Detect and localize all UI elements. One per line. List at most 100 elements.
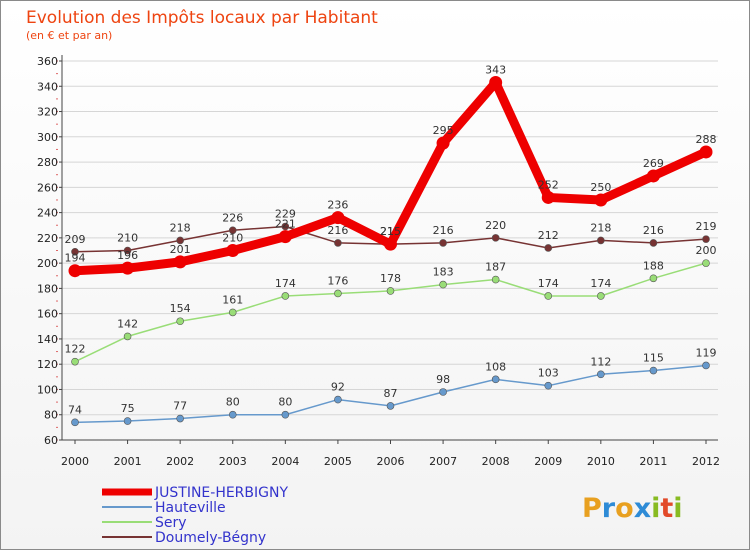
data-point bbox=[331, 211, 345, 225]
y-tick-label: 60 bbox=[44, 434, 58, 447]
x-tick-labels: 2000 2001 2002 2003 2004 2005 2006 2007 2008 2009… bbox=[61, 455, 720, 468]
chart-title: Evolution des Impôts locaux par Habitant bbox=[26, 8, 378, 28]
data-point bbox=[649, 239, 658, 247]
y-tick-label: 120 bbox=[37, 358, 58, 371]
data-label: 74 bbox=[68, 403, 82, 416]
data-point bbox=[386, 402, 395, 410]
grid-lines bbox=[56, 60, 718, 441]
data-label: 210 bbox=[222, 232, 243, 245]
data-label: 216 bbox=[643, 224, 664, 237]
brand-letter: x bbox=[634, 493, 651, 524]
data-point bbox=[491, 375, 500, 384]
legend-label: Hauteville bbox=[155, 500, 226, 516]
brand-text: Proxiti bbox=[582, 493, 683, 524]
y-tick-label: 180 bbox=[37, 282, 58, 295]
data-point bbox=[334, 395, 342, 404]
data-label: 119 bbox=[696, 346, 717, 359]
brand-letter: i bbox=[673, 493, 682, 524]
data-point bbox=[334, 289, 342, 298]
series-justine-herbigny: 194 196 201 210 221 236 215 295 343 252 250 269 288 bbox=[65, 63, 717, 278]
data-point bbox=[439, 239, 447, 247]
data-label: 92 bbox=[331, 381, 345, 394]
y-tick-label: 240 bbox=[37, 207, 58, 220]
data-point bbox=[649, 366, 658, 375]
brand-letter: P bbox=[582, 493, 602, 524]
legend-label: JUSTINE-HERBIGNY bbox=[154, 485, 288, 501]
x-tick-label: 2006 bbox=[377, 455, 405, 468]
x-tick-label: 2010 bbox=[587, 455, 615, 468]
data-point bbox=[491, 275, 500, 284]
data-point bbox=[702, 235, 710, 243]
x-tick-label: 2000 bbox=[61, 455, 89, 468]
data-point bbox=[597, 292, 605, 300]
data-label: 295 bbox=[433, 124, 454, 137]
data-point bbox=[281, 292, 290, 300]
x-tick-label: 2011 bbox=[639, 455, 667, 468]
brand-letter: i bbox=[651, 493, 660, 524]
data-label: 209 bbox=[65, 233, 86, 246]
y-tick-label: 220 bbox=[37, 232, 58, 245]
data-label: 212 bbox=[538, 229, 559, 242]
legend: JUSTINE-HERBIGNYHautevilleSeryDoumely-Bé… bbox=[102, 485, 288, 546]
legend-label: Doumely-Bégny bbox=[155, 530, 266, 546]
data-label: 218 bbox=[590, 221, 611, 234]
data-label: 201 bbox=[170, 243, 191, 256]
data-label: 194 bbox=[65, 252, 86, 265]
data-point bbox=[68, 264, 82, 278]
data-point bbox=[489, 75, 503, 89]
data-label: 174 bbox=[590, 277, 611, 290]
data-label: 142 bbox=[117, 317, 138, 330]
y-tick-label: 140 bbox=[37, 333, 58, 346]
data-label: 252 bbox=[538, 178, 559, 191]
data-point bbox=[646, 169, 660, 183]
data-point bbox=[121, 261, 135, 275]
data-point bbox=[71, 357, 79, 366]
data-point bbox=[386, 287, 395, 295]
series-doumely-b-gny: 209 210 218 226 229 216 215 216 220 212 218 216 219 bbox=[65, 207, 717, 256]
data-point bbox=[541, 190, 555, 204]
data-label: 215 bbox=[380, 225, 401, 238]
x-tick-label: 2001 bbox=[114, 455, 142, 468]
data-point bbox=[544, 381, 553, 390]
y-tick-labels: 60 80 100 120 140 160 180 200 220 240 260 280 300 320… bbox=[37, 55, 58, 447]
data-point bbox=[699, 145, 713, 159]
data-point bbox=[71, 247, 79, 256]
data-label: 178 bbox=[380, 272, 401, 285]
data-point bbox=[281, 410, 290, 419]
data-label: 80 bbox=[278, 396, 292, 409]
legend-label: Sery bbox=[155, 515, 187, 531]
data-point bbox=[649, 274, 658, 283]
y-tick-label: 280 bbox=[37, 156, 58, 169]
data-point bbox=[491, 234, 500, 242]
data-label: 174 bbox=[538, 277, 559, 290]
data-label: 115 bbox=[643, 352, 664, 365]
data-label: 108 bbox=[485, 360, 506, 373]
x-tick-label: 2003 bbox=[219, 455, 247, 468]
data-point bbox=[597, 236, 605, 245]
x-tick-label: 2002 bbox=[166, 455, 194, 468]
brand-letter: o bbox=[615, 493, 634, 524]
data-label: 87 bbox=[384, 387, 398, 400]
data-point bbox=[544, 244, 553, 252]
data-label: 343 bbox=[485, 63, 506, 76]
x-tick-label: 2005 bbox=[324, 455, 352, 468]
axes bbox=[61, 55, 718, 444]
data-point bbox=[384, 237, 397, 251]
data-label: 196 bbox=[117, 249, 138, 262]
data-label: 229 bbox=[275, 207, 296, 220]
y-tick-label: 320 bbox=[37, 106, 58, 119]
data-point bbox=[228, 226, 237, 235]
x-tick-label: 2007 bbox=[429, 455, 457, 468]
data-label: 161 bbox=[222, 293, 243, 306]
data-label: 216 bbox=[433, 224, 454, 237]
data-label: 98 bbox=[436, 373, 450, 386]
series-hauteville: 74 75 77 80 80 92 87 98 108 103 112 115 119 bbox=[68, 346, 717, 427]
data-point bbox=[226, 244, 240, 257]
data-point bbox=[594, 193, 608, 207]
y-tick-label: 260 bbox=[37, 181, 58, 194]
y-tick-label: 80 bbox=[44, 409, 58, 422]
brand-letter: t bbox=[660, 493, 673, 524]
data-label: 269 bbox=[643, 157, 664, 170]
x-tick-label: 2004 bbox=[271, 455, 299, 468]
